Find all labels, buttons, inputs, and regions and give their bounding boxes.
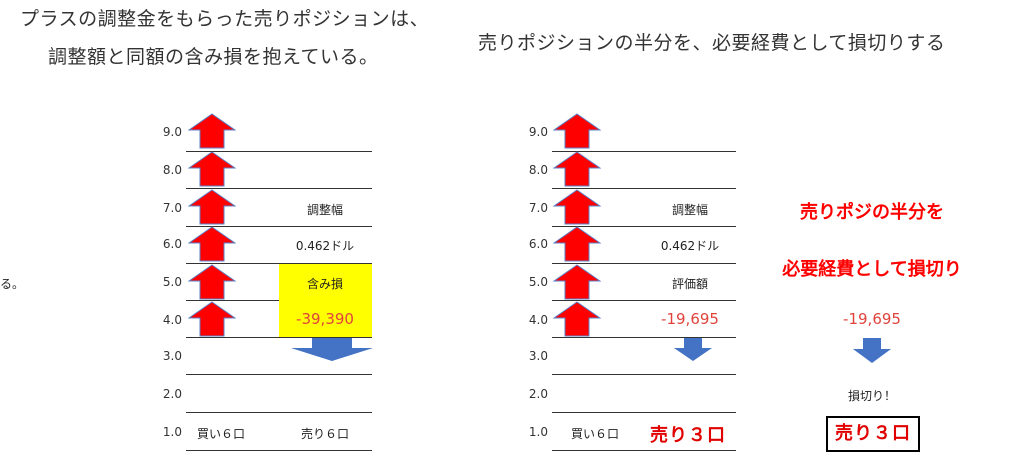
- y-tick-2: 2.0: [162, 387, 182, 401]
- grid-line: [552, 151, 736, 152]
- grid-line: [186, 412, 372, 413]
- y-tick-3: 3.0: [528, 349, 548, 363]
- down-arrow-icon: [291, 338, 373, 361]
- up-arrow-icon: [553, 189, 601, 225]
- stop-loss-label: 損切り！: [847, 389, 896, 403]
- grid-line: [186, 450, 372, 451]
- side-text-fragment: る。: [0, 277, 25, 291]
- grid-line: [552, 412, 736, 413]
- unrealized-loss-value: -39,390: [296, 310, 354, 328]
- sell-three-box: 売り３口: [826, 416, 920, 452]
- y-tick-2: 2.0: [528, 387, 548, 401]
- up-arrow-icon: [188, 301, 236, 337]
- unrealized-loss-label: 含み損: [306, 277, 343, 291]
- grid-line: [186, 337, 372, 338]
- grid-line: [186, 226, 372, 227]
- sell-position-label: 売り３口: [650, 425, 726, 446]
- y-tick-7: 7.0: [162, 201, 182, 215]
- unrealized-loss-highlight: [279, 264, 372, 337]
- buy-position-label: 買い６口: [196, 427, 245, 441]
- up-arrow-icon: [553, 113, 601, 149]
- up-arrow-icon: [553, 226, 601, 262]
- y-tick-3: 3.0: [162, 349, 182, 363]
- y-tick-1: 1.0: [162, 425, 182, 439]
- grid-line: [186, 188, 372, 189]
- y-tick-5: 5.0: [162, 275, 182, 289]
- left-title-line2: 調整額と同額の含み損を抱えている。: [48, 46, 379, 68]
- grid-line: [552, 263, 736, 264]
- annotation-line1: 売りポジの半分を: [800, 202, 944, 223]
- adjust-width-label: 調整幅: [306, 203, 343, 217]
- y-tick-8: 8.0: [528, 163, 548, 177]
- adjust-width-value: 0.462ドル: [660, 239, 720, 253]
- annotation-line2: 必要経費として損切り: [782, 259, 962, 280]
- y-tick-8: 8.0: [162, 163, 182, 177]
- stop-loss-value: -19,695: [843, 310, 901, 328]
- y-tick-7: 7.0: [528, 201, 548, 215]
- right-title: 売りポジションの半分を、必要経費として損切りする: [478, 32, 946, 54]
- up-arrow-icon: [188, 226, 236, 262]
- grid-line: [552, 374, 736, 375]
- y-tick-5: 5.0: [528, 275, 548, 289]
- grid-line: [552, 300, 736, 301]
- buy-position-label: 買い６口: [570, 427, 619, 441]
- y-tick-9: 9.0: [162, 125, 182, 139]
- grid-line: [186, 374, 372, 375]
- grid-line: [186, 263, 372, 264]
- grid-line: [552, 226, 736, 227]
- up-arrow-icon: [188, 264, 236, 300]
- up-arrow-icon: [188, 113, 236, 149]
- up-arrow-icon: [553, 301, 601, 337]
- adjust-width-label: 調整幅: [671, 203, 708, 217]
- sell-position-label: 売り６口: [300, 427, 349, 441]
- y-tick-9: 9.0: [528, 125, 548, 139]
- down-arrow-icon: [853, 338, 891, 363]
- grid-line: [552, 188, 736, 189]
- up-arrow-icon: [553, 264, 601, 300]
- y-tick-4: 4.0: [528, 313, 548, 327]
- y-tick-4: 4.0: [162, 313, 182, 327]
- down-arrow-icon: [674, 338, 712, 361]
- y-tick-1: 1.0: [528, 425, 548, 439]
- adjust-width-value: 0.462ドル: [295, 239, 355, 253]
- valuation-label: 評価額: [671, 277, 708, 291]
- valuation-value: -19,695: [661, 310, 719, 328]
- up-arrow-icon: [553, 151, 601, 187]
- grid-line: [552, 337, 736, 338]
- grid-line: [186, 151, 372, 152]
- left-title-line1: プラスの調整金をもらった売りポジションは、: [20, 8, 430, 30]
- up-arrow-icon: [188, 189, 236, 225]
- y-tick-6: 6.0: [528, 237, 548, 251]
- grid-line: [552, 450, 736, 451]
- up-arrow-icon: [188, 151, 236, 187]
- y-tick-6: 6.0: [162, 237, 182, 251]
